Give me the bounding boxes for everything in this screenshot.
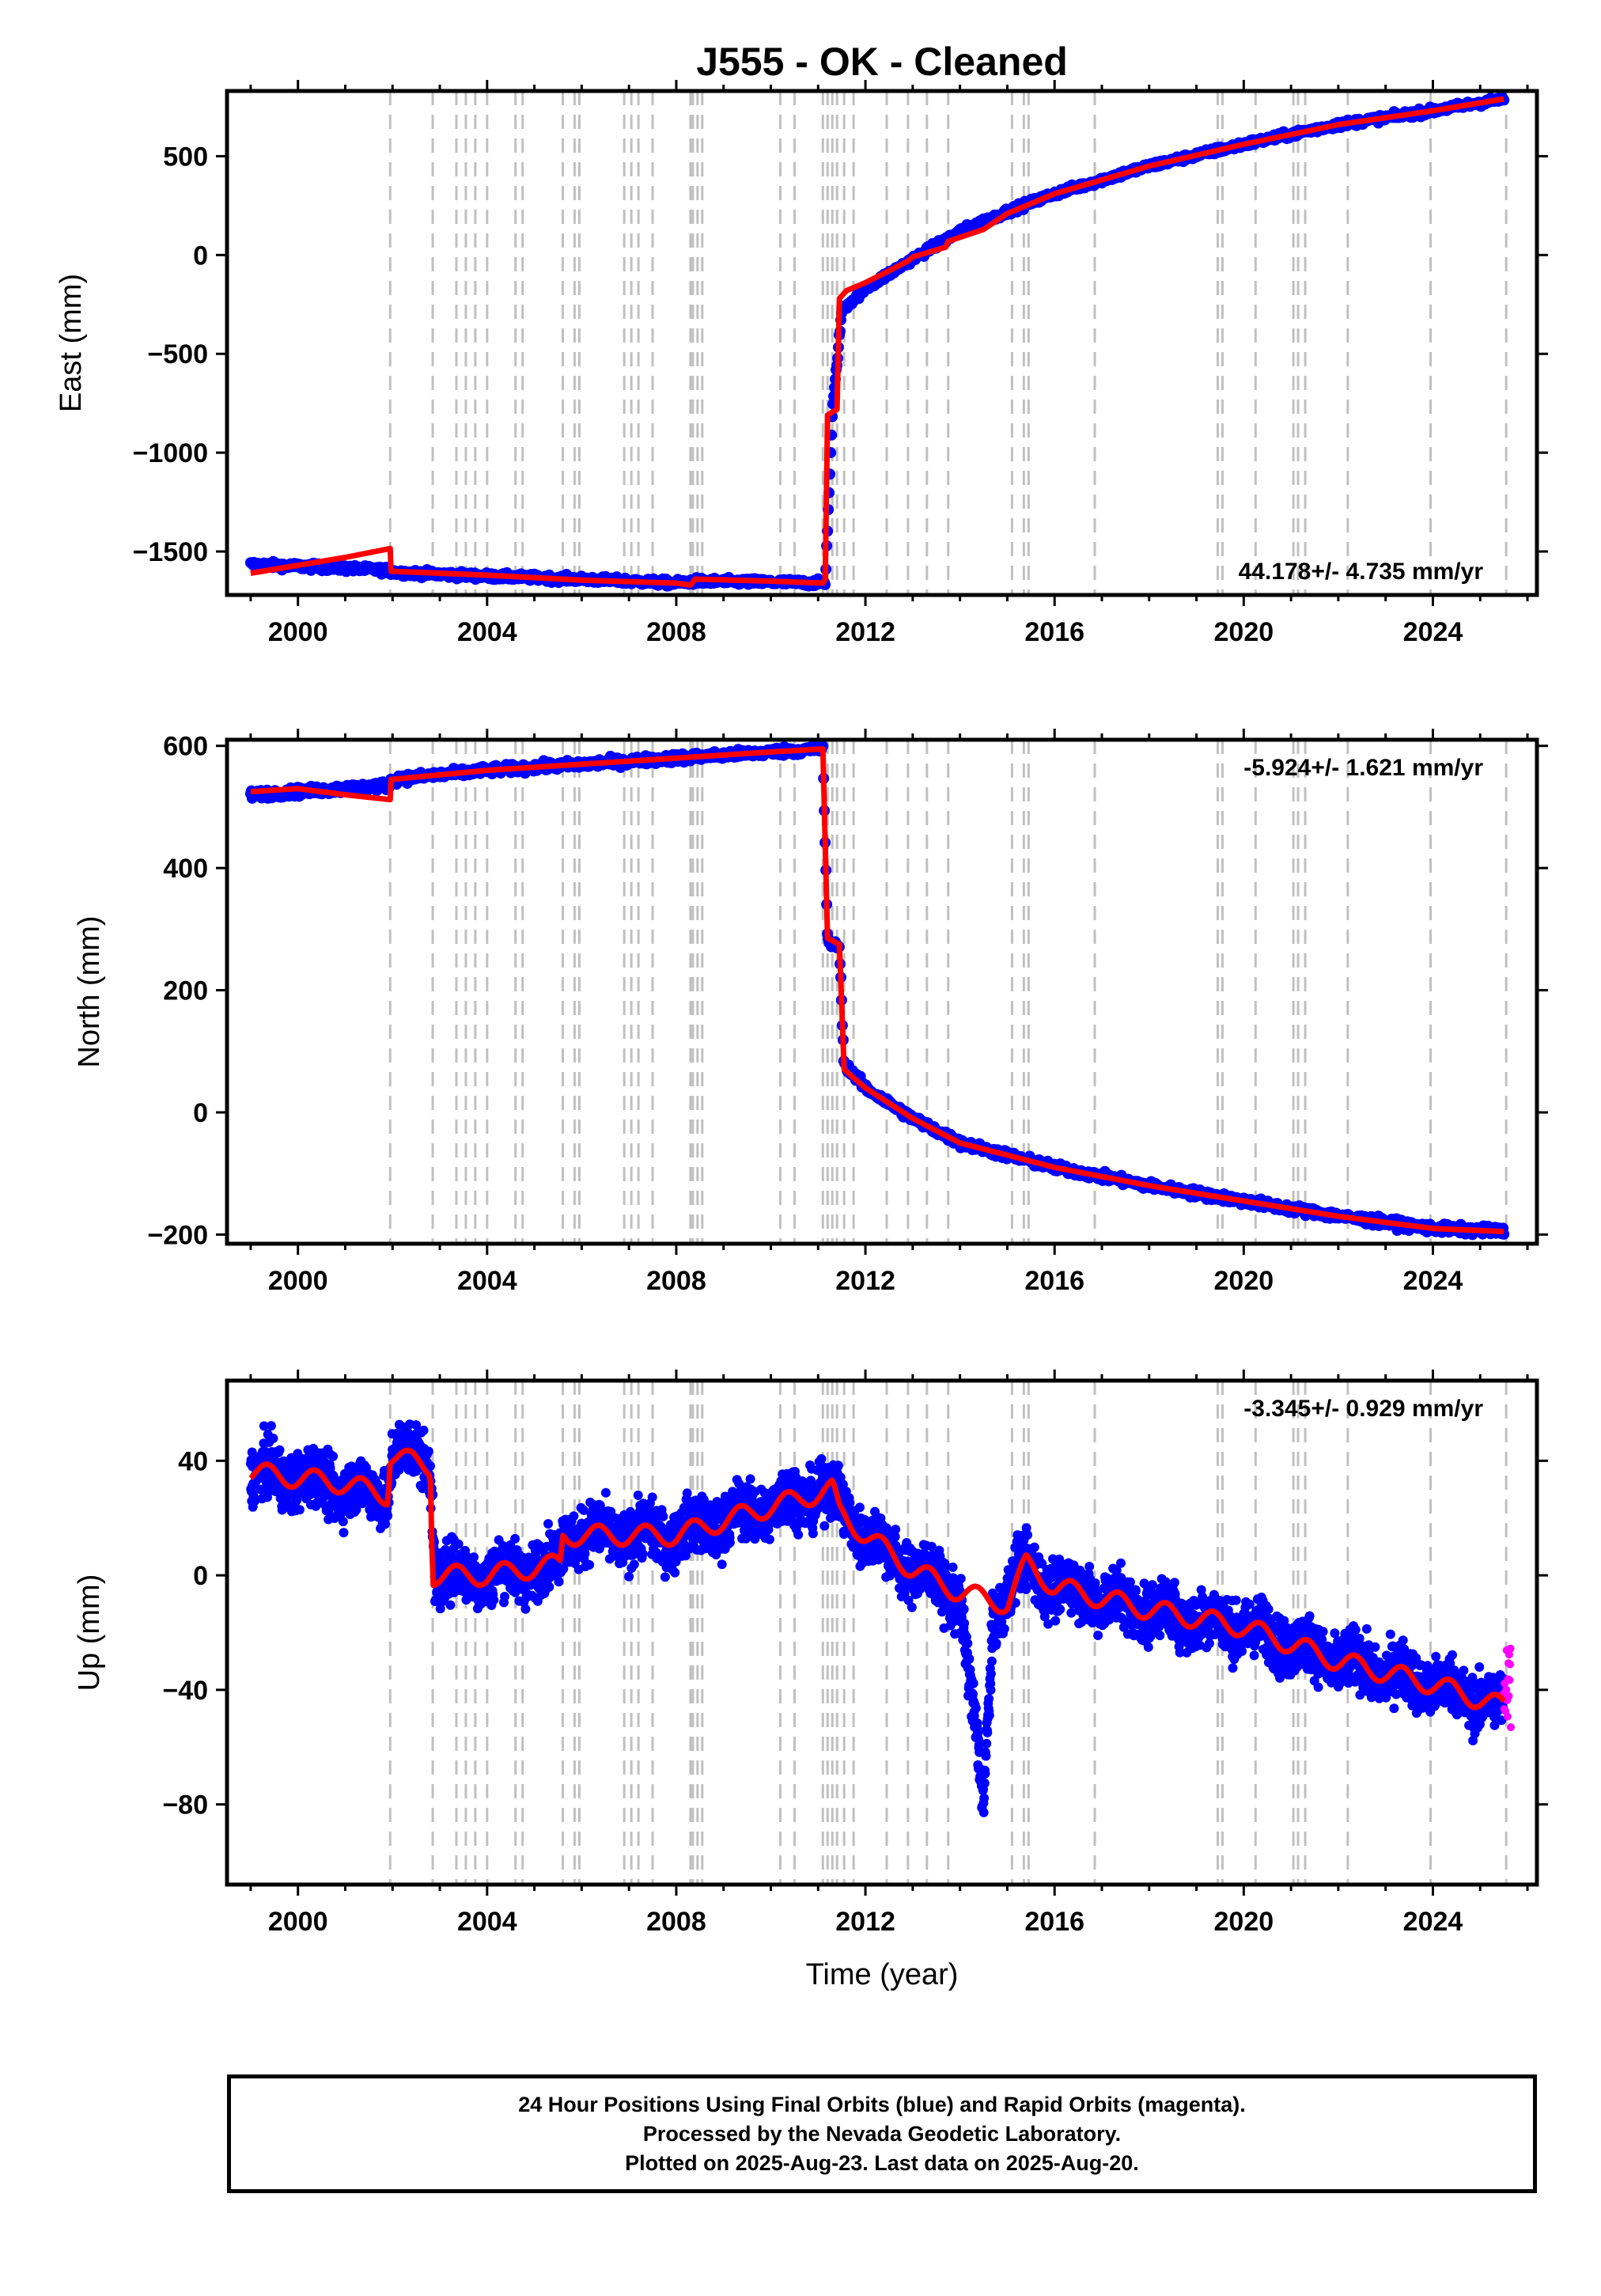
y-tick-label: 400: [163, 854, 208, 884]
east-model-line: [250, 96, 1504, 588]
data-point: [435, 1604, 445, 1614]
x-tick-label: 2008: [646, 1266, 706, 1296]
chart-title: J555 - OK - Cleaned: [696, 40, 1068, 84]
up-panel: 2000 2004 2008 2012 2016 2020 2024400−40−80Up …: [73, 1370, 1548, 1937]
data-point: [658, 1511, 668, 1521]
x-tick-label: 2020: [1214, 1266, 1274, 1296]
data-point: [445, 1600, 456, 1610]
data-point: [380, 1519, 390, 1529]
x-tick-label: 2024: [1403, 617, 1463, 647]
data-point: [266, 1421, 276, 1431]
east-rate-label: 44.178+/- 4.735 mm/yr: [1239, 559, 1484, 585]
y-tick-label: −200: [147, 1220, 208, 1250]
x-tick-label: 2016: [1024, 1266, 1084, 1296]
data-point: [633, 1490, 643, 1500]
data-point: [274, 1445, 285, 1455]
y-tick-label: −500: [147, 339, 208, 369]
data-point: [470, 1560, 480, 1570]
data-point: [543, 1519, 553, 1529]
north-step-lines: [388, 740, 1508, 1244]
data-point: [554, 1577, 564, 1587]
x-tick-label: 2020: [1214, 617, 1274, 647]
data-point: [489, 1595, 499, 1605]
up-final-orbit-points: [245, 1419, 1509, 1817]
data-point: [373, 1479, 383, 1489]
y-tick-label: 0: [193, 241, 208, 271]
x-tick-label: 2012: [835, 1266, 895, 1296]
data-point: [411, 1420, 422, 1430]
x-tick-label: 2004: [457, 617, 517, 647]
y-tick-label: 600: [163, 732, 208, 762]
x-tick-label: 2016: [1024, 617, 1084, 647]
data-point: [338, 1517, 348, 1527]
data-point: [580, 1548, 590, 1559]
data-point: [624, 1571, 634, 1582]
data-point: [294, 1505, 305, 1515]
data-point: [453, 1539, 464, 1549]
y-tick-label: 500: [163, 142, 208, 172]
x-tick-label: 2004: [457, 1266, 517, 1296]
data-point: [629, 1559, 639, 1570]
east-y-axis-label: East (mm): [55, 274, 88, 412]
data-point: [426, 1461, 435, 1471]
y-tick-label: −1000: [133, 438, 209, 468]
data-point: [579, 1505, 589, 1515]
x-tick-label: 2024: [1403, 1266, 1463, 1296]
data-point: [383, 1510, 393, 1521]
data-point: [423, 1446, 433, 1457]
data-point: [600, 1487, 611, 1498]
y-tick-label: 200: [163, 976, 208, 1006]
x-tick-label: 2012: [835, 617, 895, 647]
east-step-lines: [388, 91, 1508, 595]
x-tick-label: 2008: [646, 617, 706, 647]
data-point: [250, 1496, 260, 1506]
north-model-line: [250, 746, 1504, 1235]
north-frame: [225, 737, 1539, 1246]
x-tick-label: 2000: [268, 1266, 328, 1296]
east-frame: [225, 89, 1539, 597]
data-point: [418, 1425, 429, 1435]
data-point: [660, 1572, 670, 1582]
data-point: [638, 1549, 648, 1559]
east-final-orbit-points: [244, 91, 1510, 592]
x-tick-label: 2000: [268, 617, 328, 647]
data-point: [510, 1533, 520, 1544]
north-final-orbit-points: [244, 740, 1510, 1241]
north-panel: 2000 2004 2008 2012 2016 2020 20246004002000−2…: [73, 729, 1548, 1296]
data-point: [585, 1559, 595, 1570]
data-point: [569, 1511, 579, 1521]
north-y-axis-label: North (mm): [73, 915, 106, 1067]
north-rate-label: -5.924+/- 1.621 mm/yr: [1243, 755, 1483, 781]
data-point: [500, 1591, 509, 1601]
east-panel: 2000 2004 2008 2012 2016 2020 2024 500 0 −500 −100…: [55, 80, 1548, 647]
data-point: [510, 1587, 520, 1597]
data-point: [544, 1582, 554, 1592]
data-point: [268, 1434, 278, 1443]
data-point: [351, 1505, 361, 1515]
data-point: [259, 1421, 269, 1431]
data-point: [339, 1528, 349, 1538]
y-tick-label: 0: [193, 1098, 208, 1128]
y-tick-label: −1500: [133, 537, 209, 567]
data-point: [328, 1451, 339, 1461]
data-point: [647, 1492, 657, 1502]
data-point: [520, 1604, 531, 1614]
data-point: [469, 1552, 479, 1563]
data-point: [558, 1564, 569, 1574]
